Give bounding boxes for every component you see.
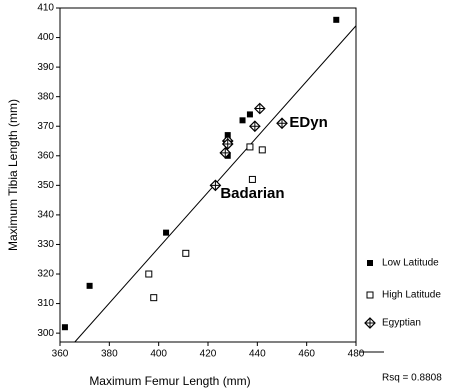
marker-shape [254, 103, 265, 114]
marker-shape [249, 121, 260, 132]
fit-label: Rsq = 0.8808 [382, 373, 442, 384]
x-tick-label: 400 [150, 349, 167, 360]
y-tick-label: 390 [37, 62, 54, 73]
y-tick-label: 340 [37, 210, 54, 221]
marker-shape [277, 118, 287, 129]
marker-shape [220, 147, 231, 158]
x-tick-label: 420 [200, 349, 217, 360]
y-tick-label: 360 [37, 150, 54, 161]
y-tick-label: 370 [37, 121, 54, 132]
y-tick-label: 380 [37, 91, 54, 102]
y-tick-label: 350 [37, 180, 54, 191]
marker-shape [222, 138, 233, 149]
marker-shape [367, 260, 373, 266]
y-axis-title: Maximum Tibia Length (mm) [6, 99, 20, 251]
point [224, 132, 231, 139]
x-tick-label: 380 [101, 349, 118, 360]
marker-shape [182, 249, 190, 257]
marker-shape [365, 318, 375, 328]
marker-shape [145, 270, 153, 278]
legend-marker [367, 260, 373, 266]
point [182, 249, 190, 257]
point [61, 324, 68, 331]
x-tick-label: 480 [348, 349, 365, 360]
marker-shape [246, 143, 254, 151]
annotation: EDyn [289, 114, 327, 131]
point [221, 138, 234, 150]
marker-shape [210, 180, 221, 191]
point [253, 102, 266, 115]
point [246, 143, 254, 151]
point [246, 111, 253, 118]
marker-shape [366, 291, 374, 299]
plot-frame [59, 7, 357, 343]
x-tick-label: 360 [52, 349, 69, 360]
point [219, 146, 232, 159]
marker-shape [86, 282, 93, 289]
point [239, 117, 246, 124]
legend-label: Low Latitude [382, 258, 439, 269]
marker-shape [150, 294, 158, 302]
point [249, 120, 261, 133]
point [150, 294, 158, 302]
marker-shape [246, 111, 253, 118]
x-tick-label: 440 [249, 349, 266, 360]
y-tick-label: 320 [37, 269, 54, 280]
marker-shape [248, 175, 256, 183]
x-tick-label: 460 [298, 349, 315, 360]
annotation: Badarian [220, 185, 284, 202]
marker-shape [333, 16, 340, 23]
marker-shape [239, 117, 246, 124]
point [333, 16, 340, 23]
point [163, 229, 170, 236]
marker-shape [258, 146, 266, 154]
y-tick-label: 330 [37, 239, 54, 250]
legend-marker [366, 291, 374, 299]
marker-shape [61, 324, 68, 331]
y-tick-label: 300 [37, 328, 54, 339]
x-axis-title: Maximum Femur Length (mm) [89, 374, 250, 388]
point [258, 146, 266, 154]
y-tick-label: 400 [37, 32, 54, 43]
legend-label: High Latitude [382, 290, 441, 301]
y-tick-label: 310 [37, 298, 54, 309]
legend-marker [364, 317, 376, 329]
point [86, 282, 93, 289]
point [248, 175, 256, 183]
point [209, 179, 222, 192]
legend-label: Egyptian [382, 318, 421, 329]
point [276, 117, 288, 130]
point [145, 270, 153, 278]
marker-shape [224, 132, 231, 139]
marker-shape [163, 229, 170, 236]
y-tick-label: 410 [37, 3, 54, 14]
